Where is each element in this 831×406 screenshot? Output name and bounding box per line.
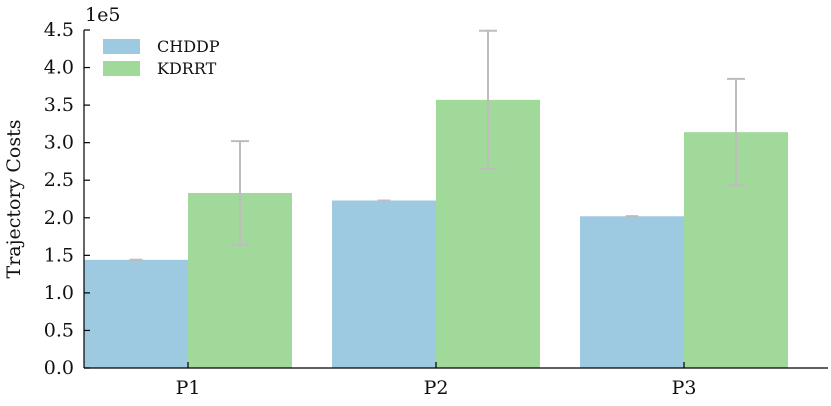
y-tick-label: 0.0 xyxy=(44,357,74,379)
bar-chddp-p2 xyxy=(332,200,436,368)
legend-swatch-chddp xyxy=(103,39,140,54)
y-tick-label: 3.0 xyxy=(44,132,74,154)
error-bar-kdrrt-p3 xyxy=(727,77,745,187)
x-tick-label: P2 xyxy=(424,377,449,399)
bar-chddp-p3 xyxy=(580,216,684,368)
y-tick-label: 2.5 xyxy=(44,169,74,191)
y-tick-label: 1.5 xyxy=(44,244,74,266)
legend-swatch-kdrrt xyxy=(103,61,140,76)
y-tick-label: 4.5 xyxy=(44,19,74,41)
y-tick-label: 2.0 xyxy=(44,207,74,229)
legend: CHDDP KDRRT xyxy=(103,37,220,78)
error-bar-kdrrt-p2 xyxy=(479,29,497,170)
y-axis-multiplier: 1e5 xyxy=(85,4,120,26)
legend-label-kdrrt: KDRRT xyxy=(157,59,217,78)
error-bars-layer xyxy=(129,29,745,261)
x-tick-label: P3 xyxy=(672,377,697,399)
x-tick-label: P1 xyxy=(176,377,201,399)
bar-chddp-p1 xyxy=(84,259,188,368)
error-bar-kdrrt-p1 xyxy=(231,140,249,246)
legend-label-chddp: CHDDP xyxy=(157,37,220,56)
y-tick-label: 0.5 xyxy=(44,319,74,341)
axes-layer: 0.0 0.5 1.0 1.5 2.0 2.5 3.0 3.5 4.0 4.5 1e5 P1 P2 P3 T… xyxy=(3,4,828,399)
y-tick-label: 4.0 xyxy=(44,57,74,79)
y-axis-title: Trajectory Costs xyxy=(3,120,25,279)
y-tick-label: 1.0 xyxy=(44,282,74,304)
bars-layer xyxy=(84,99,788,368)
y-tick-label: 3.5 xyxy=(44,94,74,116)
